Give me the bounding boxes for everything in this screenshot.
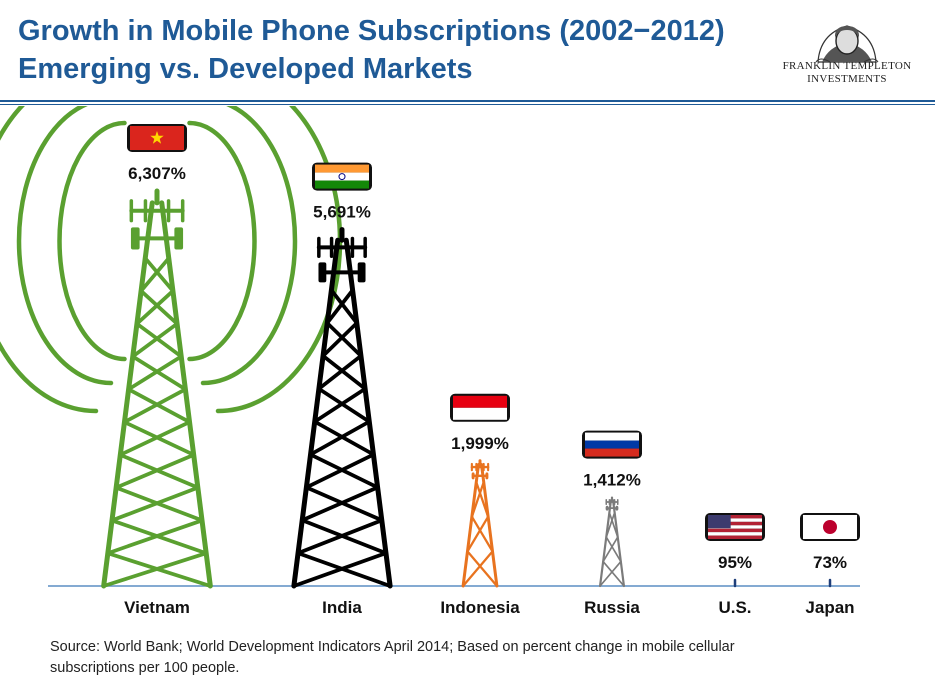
header-rule (0, 100, 935, 102)
india-flag (315, 164, 369, 189)
data-label-indonesia: 1,999% (451, 434, 509, 453)
us-flag (708, 515, 762, 539)
x-tick-label-indonesia: Indonesia (440, 598, 520, 617)
portrait-icon (815, 25, 879, 63)
title-line-2: Emerging vs. Developed Markets (18, 53, 473, 85)
page-title: Growth in Mobile Phone Subscriptions (20… (18, 12, 725, 88)
logo-line-2: INVESTMENTS (807, 73, 887, 85)
x-tick-label-japan: Japan (805, 598, 854, 617)
bar-russia: 1,412% (582, 430, 642, 588)
header-rule-thin (0, 104, 935, 105)
indonesia-flag (453, 395, 507, 420)
bar-indonesia: 1,999% (450, 393, 510, 588)
vietnam-flag (130, 126, 184, 150)
bar-japan: 73% (800, 513, 860, 588)
title-line-1: Growth in Mobile Phone Subscriptions (20… (18, 15, 725, 47)
japan-flag (803, 515, 857, 539)
russia-flag (585, 432, 639, 457)
x-tick-label-russia: Russia (584, 598, 640, 617)
x-tick-label-vietnam: Vietnam (124, 598, 190, 617)
chart: 6,307% Vietnam 5,691% India 1,999% Indonesia 1… (0, 106, 860, 617)
data-label-japan: 73% (813, 553, 847, 572)
data-label-india: 5,691% (313, 203, 371, 222)
bar-vietnam: 6,307% (101, 124, 213, 589)
x-tick-label-us: U.S. (718, 598, 751, 617)
x-tick-label-india: India (322, 598, 362, 617)
data-label-vietnam: 6,307% (128, 164, 186, 183)
data-label-russia: 1,412% (583, 471, 641, 490)
source-note: Source: World Bank; World Development In… (50, 639, 735, 676)
logo-line-1: FRANKLIN TEMPLETON (782, 60, 912, 72)
bar-us: 95% (705, 513, 765, 588)
bar-india: 5,691% (291, 162, 393, 589)
data-label-us: 95% (718, 553, 752, 572)
franklin-templeton-logo: FRANKLIN TEMPLETON INVESTMENTS (772, 18, 922, 88)
